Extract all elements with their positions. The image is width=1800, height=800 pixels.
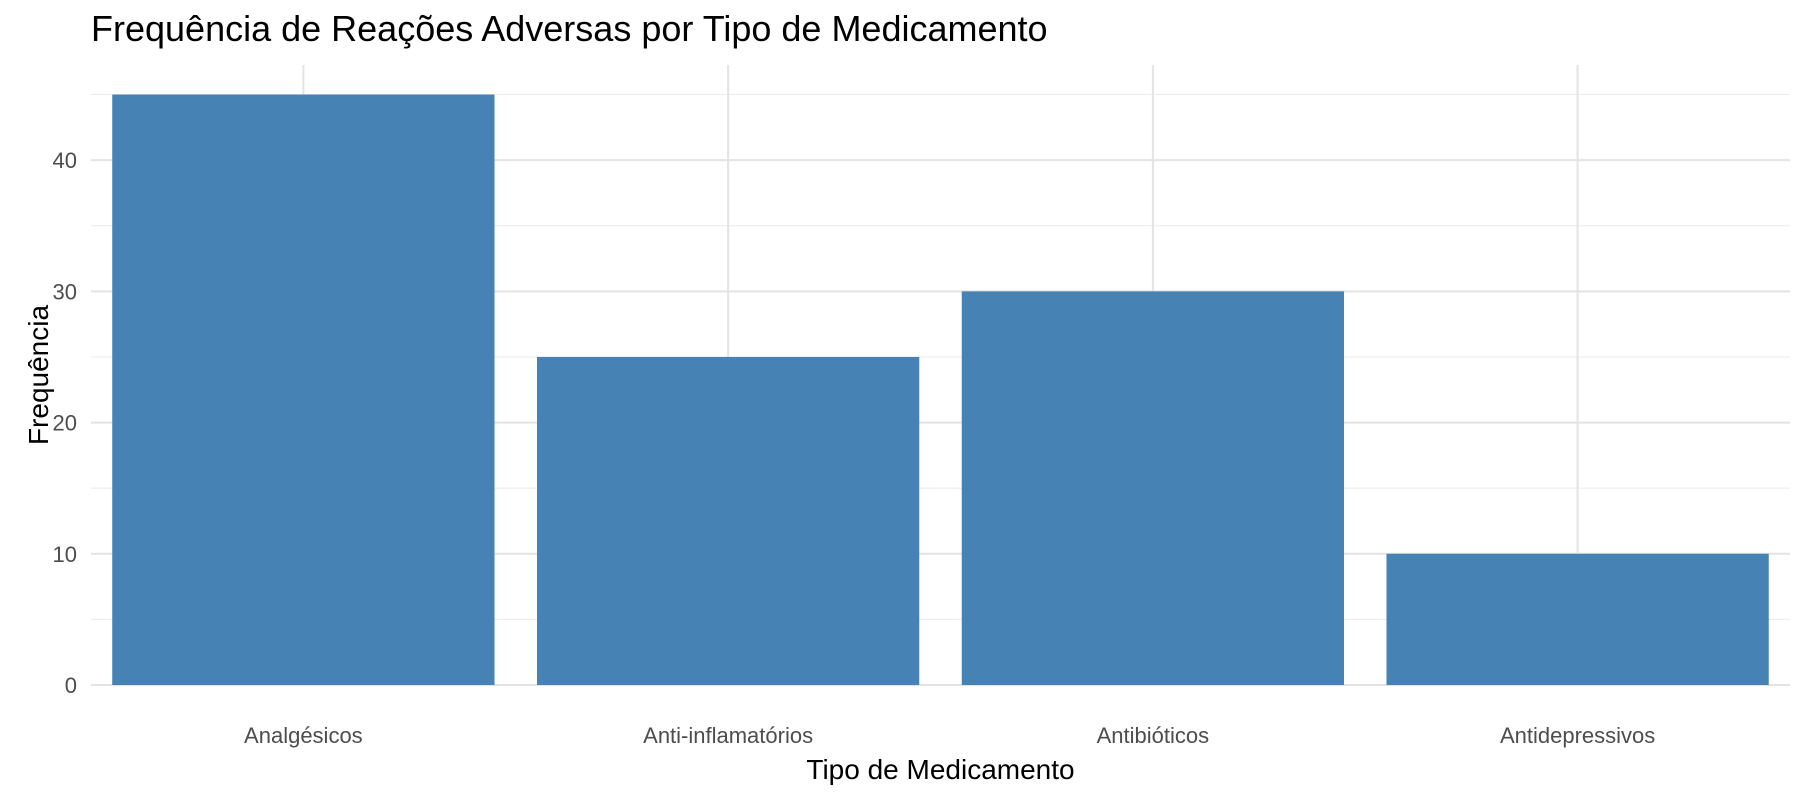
x-tick-label: Analgésicos xyxy=(244,723,363,748)
x-tick-labels: Analgésicos Anti-inflamatórios Antibiótico… xyxy=(244,723,1655,748)
y-tick-label: 0 xyxy=(65,673,77,698)
y-tick-label: 30 xyxy=(53,279,77,304)
x-tick-label: Antidepressivos xyxy=(1500,723,1655,748)
y-tick-label: 10 xyxy=(53,542,77,567)
bars xyxy=(112,94,1769,686)
y-tick-labels: 0 10 20 30 40 xyxy=(53,148,77,698)
bar-antidepressivos xyxy=(1386,553,1769,685)
y-tick-label: 20 xyxy=(53,411,77,436)
bar-analg-sicos xyxy=(112,94,495,686)
chart-title: Frequência de Reações Adversas por Tipo … xyxy=(91,8,1048,49)
x-tick-label: Antibióticos xyxy=(1097,723,1210,748)
bar-antibi-ticos xyxy=(961,291,1345,685)
x-tick-label: Anti-inflamatórios xyxy=(643,723,813,748)
y-tick-label: 40 xyxy=(53,148,77,173)
bar-anti-inflamat-rios xyxy=(536,356,920,685)
y-axis-title: Frequência xyxy=(23,305,54,446)
x-axis-title: Tipo de Medicamento xyxy=(806,754,1074,785)
